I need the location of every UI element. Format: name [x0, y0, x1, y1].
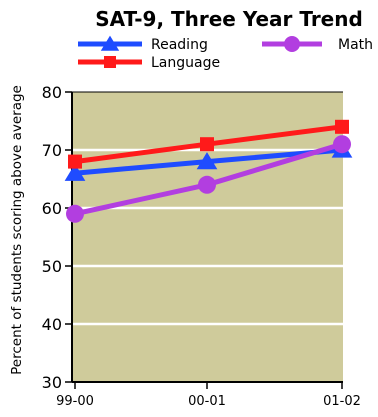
data-point-language-99-00 — [68, 154, 82, 169]
plot-area — [72, 92, 343, 382]
x-tick-label-01-02: 01-02 — [323, 394, 361, 409]
x-tick-label-99-00: 99-00 — [56, 394, 94, 409]
gridlines — [72, 148, 343, 326]
legend-item-reading: Reading — [78, 35, 208, 53]
data-point-reading-99-00 — [64, 163, 86, 181]
legend-label-reading: Reading — [151, 37, 208, 53]
data-point-math-00-01 — [198, 175, 216, 194]
chart-title: SAT-9, Three Year Trend — [95, 7, 363, 31]
legend-marker-math — [284, 36, 300, 52]
series-layer — [64, 119, 353, 223]
y-tick-label-80: 80 — [42, 83, 62, 102]
data-point-reading-00-01 — [196, 152, 218, 170]
data-point-language-01-02 — [335, 119, 349, 134]
legend-label-math: Math — [338, 37, 373, 53]
y-tick-label-70: 70 — [42, 141, 62, 160]
legend-label-language: Language — [151, 55, 220, 71]
y-tick-label-50: 50 — [42, 257, 62, 276]
data-point-math-01-02 — [333, 135, 351, 154]
y-tick-labels: 30 40 50 60 70 80 — [42, 83, 72, 392]
legend-marker-language — [104, 56, 116, 68]
x-tick-labels: 99-00 00-01 01-02 — [56, 382, 361, 409]
y-axis-label: Percent of students scoring above averag… — [9, 85, 25, 375]
y-tick-label-60: 60 — [42, 199, 62, 218]
legend-item-math: Math — [262, 36, 373, 53]
series-math — [66, 135, 351, 223]
legend-marker-reading — [100, 35, 120, 51]
data-point-math-99-00 — [66, 204, 84, 223]
legend-item-language: Language — [78, 55, 220, 71]
data-point-language-00-01 — [200, 137, 214, 152]
legend: Reading Language Math — [78, 35, 373, 71]
y-tick-label-30: 30 — [42, 373, 62, 392]
x-tick-label-00-01: 00-01 — [188, 394, 226, 409]
y-tick-label-40: 40 — [42, 315, 62, 334]
series-language — [68, 119, 349, 169]
